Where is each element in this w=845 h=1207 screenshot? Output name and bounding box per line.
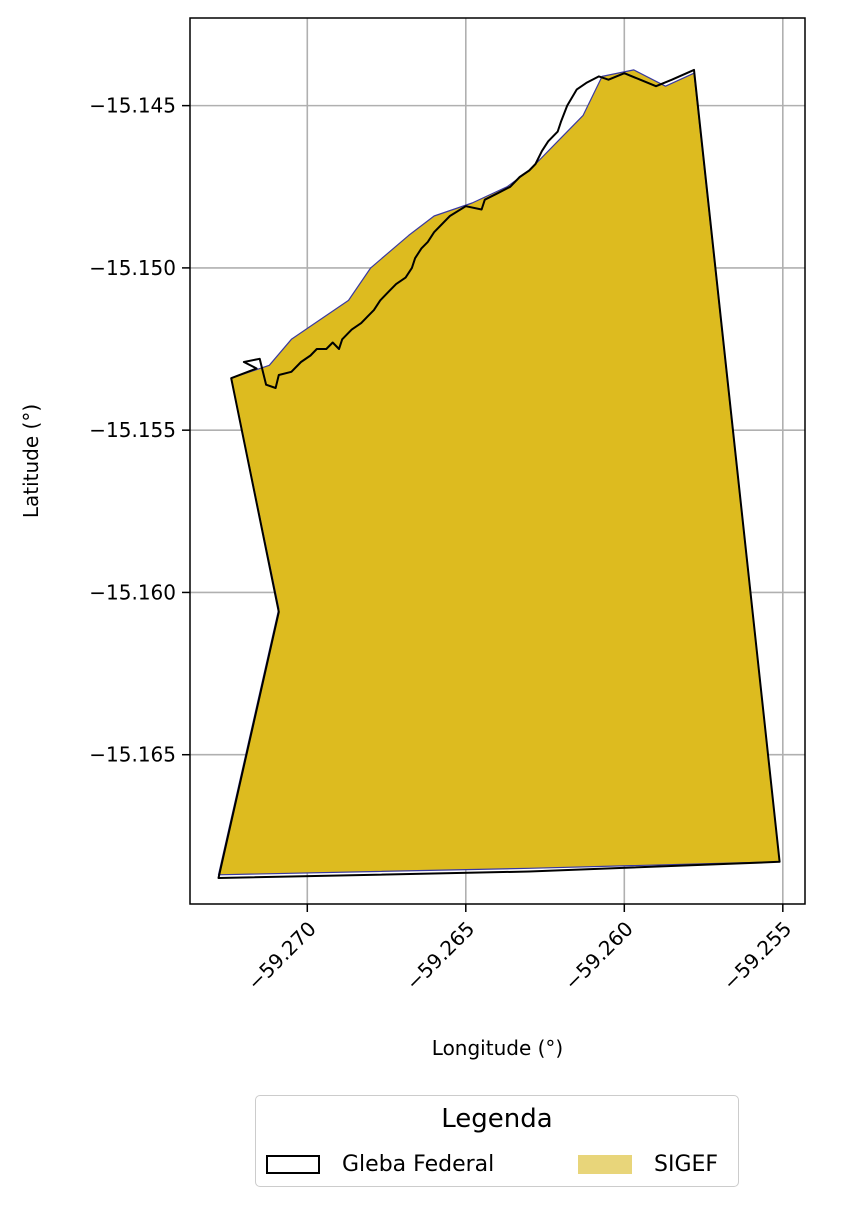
- polygon-gleba-federal: [217, 68, 781, 879]
- map-figure: −59.270 −59.265 −59.260 −59.255 −15.145 −15.1…: [19, 17, 806, 1060]
- legend: Legenda Gleba Federal SIGEF: [255, 1095, 739, 1187]
- y-tick-label: −15.145: [89, 94, 176, 118]
- y-tick-label: −15.160: [89, 580, 176, 604]
- legend-label-sigef: SIGEF: [654, 1151, 719, 1177]
- y-tick-label: −15.150: [89, 256, 176, 280]
- legend-item-sigef: SIGEF: [578, 1151, 718, 1177]
- legend-swatch-gleba-federal: [266, 1154, 320, 1174]
- y-tick-label: −15.165: [89, 743, 176, 767]
- plot-frame: [189, 17, 806, 905]
- legend-label-gleba-federal: Gleba Federal: [342, 1151, 495, 1177]
- legend-item-gleba-federal: Gleba Federal: [266, 1151, 494, 1177]
- x-tick-label: −59.265: [401, 917, 479, 995]
- map-layers: [217, 68, 781, 879]
- x-tick-label: −59.255: [718, 917, 796, 995]
- legend-title: Legenda: [441, 1104, 553, 1134]
- y-tick-label: −15.155: [89, 418, 176, 442]
- legend-swatch-sigef: [578, 1154, 632, 1174]
- x-tick-label: −59.270: [243, 917, 321, 995]
- y-axis-label: Latitude (°): [19, 404, 43, 518]
- polygon-sigef: [217, 69, 781, 876]
- x-axis-label: Longitude (°): [432, 1036, 563, 1060]
- x-tick-label: −59.260: [560, 917, 638, 995]
